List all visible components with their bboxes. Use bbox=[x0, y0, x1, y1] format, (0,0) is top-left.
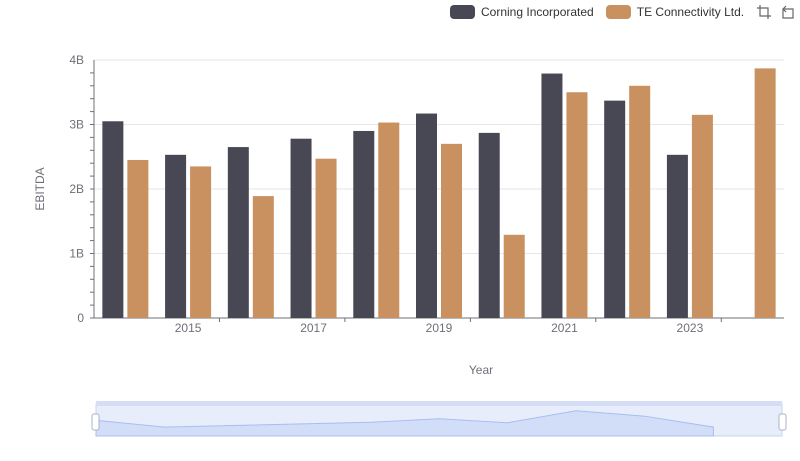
legend-swatch-corning bbox=[450, 5, 475, 19]
crop-icon[interactable] bbox=[756, 4, 772, 20]
legend-item-te[interactable]: TE Connectivity Ltd. bbox=[605, 5, 745, 19]
legend-item-corning[interactable]: Corning Incorporated bbox=[450, 5, 594, 19]
x-tick-label: 2021 bbox=[551, 321, 578, 335]
bar-te bbox=[315, 158, 337, 318]
bar-te bbox=[566, 92, 588, 318]
zoom-handle-left[interactable] bbox=[91, 413, 100, 431]
zoom-slider-preview bbox=[95, 410, 714, 437]
bar-te bbox=[127, 159, 149, 318]
bar-te bbox=[441, 143, 462, 318]
restore-icon[interactable] bbox=[780, 4, 796, 20]
legend-swatch-te bbox=[605, 5, 631, 19]
bar-te bbox=[503, 234, 525, 318]
y-tick-label: 3B bbox=[69, 118, 84, 132]
x-tick-label: 2017 bbox=[300, 321, 327, 335]
bar-corning bbox=[102, 121, 124, 319]
legend-label-te: TE Connectivity Ltd. bbox=[636, 5, 745, 19]
y-tick-label: 0 bbox=[77, 311, 84, 325]
y-tick-label: 2B bbox=[69, 182, 84, 196]
bar-te bbox=[629, 85, 651, 318]
x-axis-title: Year bbox=[469, 363, 493, 377]
bar-corning bbox=[290, 138, 312, 318]
x-tick-label: 2023 bbox=[677, 321, 704, 335]
bar-corning bbox=[666, 154, 688, 318]
bar-corning bbox=[478, 132, 500, 318]
y-axis-title: EBITDA bbox=[33, 167, 47, 210]
y-tick-label: 1B bbox=[69, 247, 84, 261]
x-tick-label: 2019 bbox=[426, 321, 453, 335]
zoom-handle-right[interactable] bbox=[778, 413, 787, 431]
bar-corning bbox=[227, 147, 249, 318]
legend: Corning Incorporated TE Connectivity Ltd… bbox=[450, 4, 796, 20]
bar-corning bbox=[165, 154, 187, 318]
bar-te bbox=[378, 122, 400, 318]
bar-te bbox=[754, 68, 776, 318]
x-tick-label: 2015 bbox=[175, 321, 202, 335]
bar-corning bbox=[604, 100, 626, 318]
y-tick-label: 4B bbox=[69, 53, 84, 67]
zoom-slider-top-bar bbox=[96, 401, 782, 406]
bar-te bbox=[691, 114, 713, 318]
bar-corning bbox=[416, 113, 437, 318]
bar-corning bbox=[541, 73, 563, 318]
legend-label-corning: Corning Incorporated bbox=[481, 5, 594, 19]
bar-corning bbox=[353, 130, 375, 318]
bar-te bbox=[190, 166, 212, 318]
bar-te bbox=[252, 196, 274, 318]
